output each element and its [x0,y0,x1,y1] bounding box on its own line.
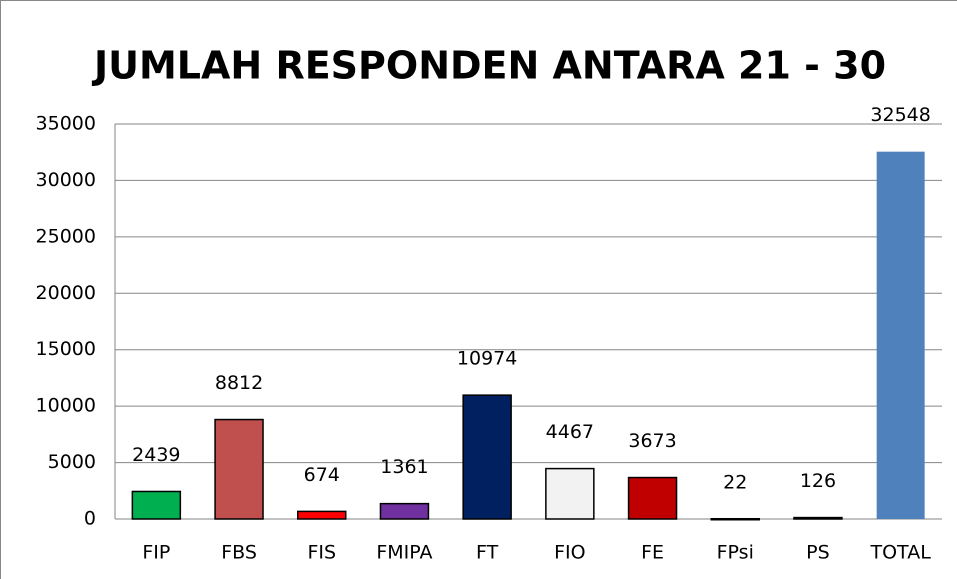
x-tick-label: FMIPA [376,542,432,564]
bar [545,467,595,520]
chart-title: JUMLAH RESPONDEN ANTARA 21 - 30 [91,44,886,88]
data-label: 3673 [628,430,676,452]
data-label: 126 [800,470,836,492]
x-tick-label: FPsi [717,542,754,564]
y-tick-label: 35000 [36,113,96,135]
y-tick-label: 5000 [48,451,96,473]
x-tick-label: FIS [307,542,336,564]
x-tick-label: FE [641,542,664,564]
data-label: 22 [723,471,747,493]
bar [876,151,925,519]
x-tick-label: FIP [142,542,170,564]
bar [793,516,843,520]
y-tick-label: 20000 [36,282,96,304]
y-tick-label: 15000 [36,338,96,360]
y-tick-label: 0 [84,508,96,530]
x-tick-label: FT [476,542,499,564]
data-label: 10974 [457,348,517,370]
bar [627,476,678,520]
y-tick-label: 10000 [36,395,96,417]
data-label: 674 [304,464,340,486]
y-tick-label: 30000 [36,169,96,191]
bar [131,490,182,520]
bar [214,418,264,520]
data-label: 8812 [215,372,263,394]
bar [462,394,512,520]
data-label: 4467 [546,421,594,443]
x-tick-label: TOTAL [870,542,932,564]
data-label: 2439 [132,444,180,466]
bar [379,502,430,520]
data-label: 1361 [380,456,428,478]
y-tick-label: 25000 [36,225,96,247]
x-tick-label: FIO [554,542,586,564]
x-tick-label: FBS [221,542,257,564]
bar [297,510,347,520]
bar [710,518,760,521]
data-label: 32548 [870,104,930,126]
x-tick-label: PS [806,542,830,564]
